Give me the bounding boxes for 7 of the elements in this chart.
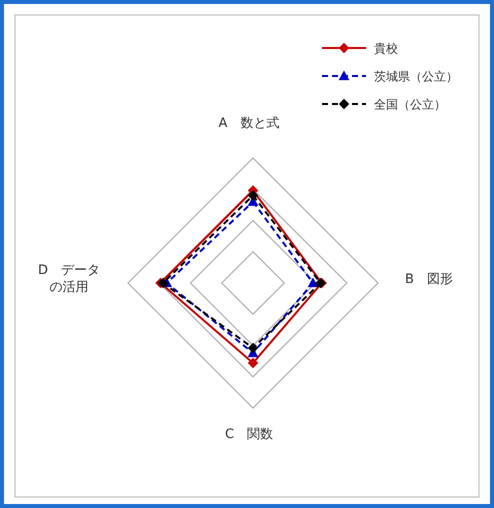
legend-label: 貴校 — [374, 42, 398, 56]
legend-label: 全国（公立） — [374, 98, 446, 112]
spoke-label: B 図形 — [404, 270, 454, 288]
spoke-label: C 関数 — [224, 426, 274, 443]
spoke-label: A 数と式 — [218, 115, 280, 132]
spoke-label: D データの活用 — [36, 262, 101, 296]
legend-label: 茨城県（公立） — [374, 70, 458, 84]
